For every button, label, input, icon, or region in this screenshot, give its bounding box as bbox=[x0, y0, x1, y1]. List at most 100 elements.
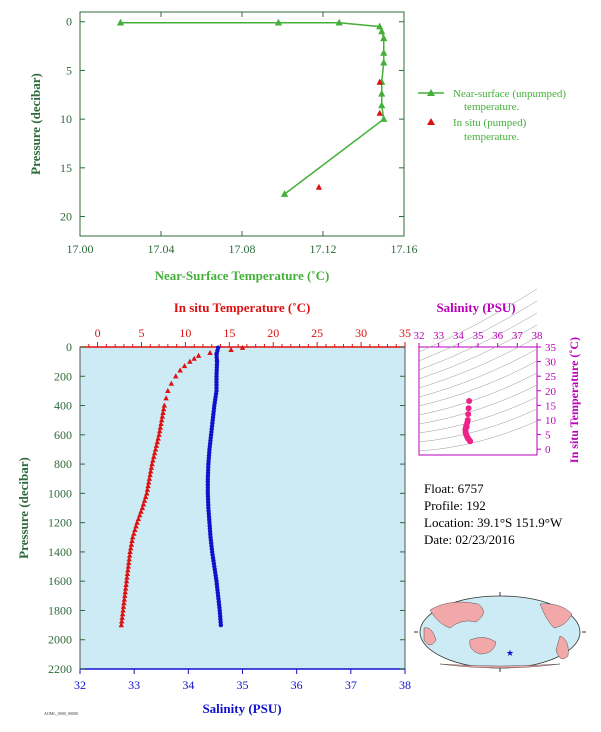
ts-x-tick-label: 36 bbox=[492, 330, 504, 342]
temperature-point bbox=[131, 530, 137, 536]
temperature-point bbox=[126, 559, 132, 565]
temperature-point bbox=[157, 428, 163, 434]
temperature-point bbox=[124, 574, 130, 580]
temperature-x-tick-label: 35 bbox=[399, 326, 411, 340]
density-contour bbox=[418, 372, 538, 416]
ts-y-tick-label: 15 bbox=[545, 400, 557, 412]
float-row: Float: 6757 bbox=[424, 480, 562, 497]
near-surface-point bbox=[280, 190, 289, 197]
temperature-x-tick-label: 15 bbox=[223, 326, 235, 340]
near-surface-point bbox=[380, 34, 388, 42]
ts-y-tick-label: 20 bbox=[545, 386, 557, 398]
temperature-point bbox=[191, 355, 197, 361]
ts-point bbox=[467, 438, 474, 445]
temperature-point bbox=[146, 475, 153, 481]
ts-y-label: In situ Temperature (˚C) bbox=[567, 337, 581, 463]
profile-y-tick-label: 1600 bbox=[48, 574, 72, 588]
salinity-point bbox=[218, 622, 224, 628]
density-contour bbox=[418, 324, 538, 380]
temperature-point bbox=[123, 578, 130, 584]
ts-diagram: 32 33 34 35 36 37 38 0 5 10 15 20 25 30 35 Salinity (P… bbox=[414, 288, 581, 463]
density-contour bbox=[418, 348, 538, 398]
legend-in-situ-line1: In situ (pumped) bbox=[453, 117, 527, 129]
temperature-point bbox=[168, 380, 175, 386]
legend-marker-near-surface bbox=[427, 89, 435, 96]
temperature-point bbox=[130, 534, 136, 540]
temperature-point bbox=[125, 567, 131, 573]
ts-y-tick-label: 10 bbox=[545, 415, 557, 427]
legend-near-surface-line1: Near-surface (unpumped) bbox=[453, 88, 566, 100]
density-contour bbox=[418, 396, 538, 434]
temperature-x-tick-label: 5 bbox=[138, 326, 144, 340]
temperature-point bbox=[119, 618, 125, 624]
near-surface-x-tick-label: 17.16 bbox=[391, 242, 418, 256]
temperature-point bbox=[195, 352, 202, 358]
ts-x-tick-label: 33 bbox=[433, 330, 445, 342]
near-surface-x-tick-label: 17.04 bbox=[148, 242, 175, 256]
ts-point bbox=[463, 423, 470, 430]
temperature-point bbox=[122, 592, 128, 598]
near-surface-legend: Near-surface (unpumped) temperature. In … bbox=[418, 88, 566, 143]
temperature-point bbox=[158, 417, 165, 423]
density-contour bbox=[418, 288, 538, 353]
profile-y-tick-label: 600 bbox=[54, 428, 72, 442]
temperature-point bbox=[148, 464, 155, 470]
profile-row: Profile: 192 bbox=[424, 497, 562, 514]
ts-y-tick-label: 35 bbox=[545, 342, 557, 354]
temperature-point bbox=[150, 457, 156, 463]
temperature-point bbox=[119, 614, 125, 620]
in-situ-point bbox=[376, 78, 383, 85]
temperature-point bbox=[144, 486, 151, 492]
near-surface-y-tick-label: 15 bbox=[60, 161, 72, 175]
temperature-point bbox=[145, 483, 151, 489]
temperature-point bbox=[120, 603, 127, 609]
ts-point bbox=[465, 405, 472, 412]
date-row: Date: 02/23/2016 bbox=[424, 531, 562, 548]
temperature-point bbox=[165, 387, 171, 394]
ts-title: Salinity (PSU) bbox=[436, 300, 515, 315]
profile-top-x-label: In situ Temperature (˚C) bbox=[174, 300, 311, 315]
near-surface-y-tick-label: 10 bbox=[60, 112, 72, 126]
temperature-point bbox=[144, 490, 150, 496]
near-surface-point bbox=[380, 48, 388, 56]
profile-y-tick-label: 1000 bbox=[48, 486, 72, 500]
profile-y-tick-label: 0 bbox=[66, 340, 72, 354]
ts-x-tick-label: 37 bbox=[512, 330, 524, 342]
temperature-point bbox=[151, 450, 158, 456]
near-surface-point bbox=[378, 27, 386, 35]
near-surface-point bbox=[380, 58, 388, 66]
profile-y-tick-label: 800 bbox=[54, 457, 72, 471]
in-situ-point bbox=[315, 183, 323, 190]
temperature-point bbox=[118, 622, 124, 628]
near-surface-point bbox=[335, 18, 343, 26]
temperature-point bbox=[156, 431, 162, 437]
temperature-point bbox=[159, 413, 166, 419]
ts-x-tick-label: 32 bbox=[414, 330, 425, 342]
profile-y-tick-label: 2000 bbox=[48, 633, 72, 647]
temperature-point bbox=[181, 363, 188, 369]
density-contour bbox=[418, 384, 538, 425]
profile-y-tick-label: 1400 bbox=[48, 545, 72, 559]
temperature-point bbox=[207, 349, 213, 355]
near-surface-point bbox=[116, 18, 125, 26]
temperature-point bbox=[120, 607, 126, 613]
temperature-point bbox=[157, 424, 164, 430]
map-land-australia bbox=[469, 637, 497, 655]
profile-y-tick-label: 400 bbox=[54, 399, 72, 413]
legend-in-situ-line2: temperature. bbox=[464, 131, 520, 143]
salinity-x-tick-label: 36 bbox=[291, 678, 303, 692]
location-row: Location: 39.1°S 151.9°W bbox=[424, 514, 562, 531]
temperature-point bbox=[122, 585, 129, 591]
temperature-point bbox=[155, 435, 161, 441]
legend-marker-in-situ bbox=[427, 118, 435, 125]
temperature-point bbox=[163, 395, 169, 401]
float-location-marker: ★ bbox=[506, 648, 514, 658]
temperature-x-tick-label: 30 bbox=[355, 326, 367, 340]
map-land-africa bbox=[423, 627, 437, 646]
temperature-point bbox=[158, 420, 164, 426]
temperature-point bbox=[124, 570, 131, 576]
near-surface-x-label: Near-Surface Temperature (˚C) bbox=[155, 268, 330, 283]
temperature-point bbox=[146, 479, 152, 485]
float-value: 6757 bbox=[457, 481, 484, 496]
